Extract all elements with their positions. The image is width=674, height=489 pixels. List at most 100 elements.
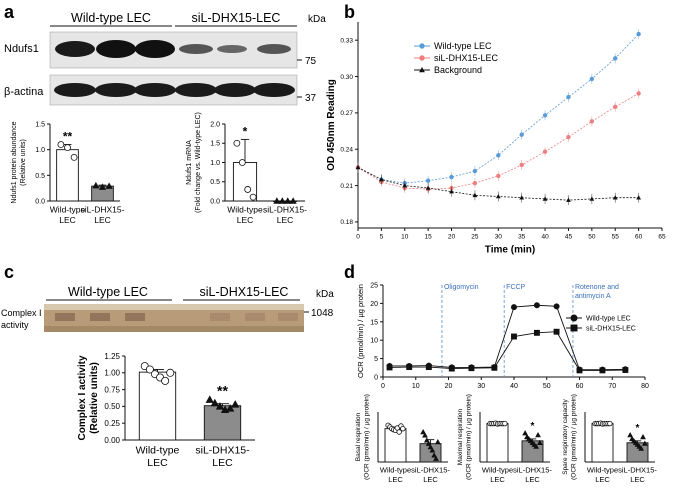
x-tick-label: 40 [510, 383, 518, 390]
data-point [472, 168, 478, 174]
x-tick-label: LEC [388, 475, 403, 484]
data-point [533, 302, 540, 309]
y-tick-label: 1.00 [104, 369, 120, 378]
data-point [425, 178, 431, 183]
annotation-oligomycin: Oligomycin [444, 284, 479, 291]
data-point [244, 186, 252, 193]
blot-label: activity [1, 320, 29, 330]
blot-band [253, 83, 295, 97]
data-point [607, 420, 613, 427]
x-tick-label: LEC [59, 215, 76, 225]
chart-maximal-respiration: Maximal respiration (OCR (pmol/min) / µg … [457, 394, 552, 484]
x-axis-label: Time (min) [485, 245, 535, 256]
y-tick-label: 1.25 [104, 352, 120, 361]
data-point [589, 196, 595, 201]
data-point [233, 139, 241, 147]
data-point [566, 94, 571, 100]
data-point [433, 455, 439, 461]
panel-b: b 0 5 10 15 20 25 30 35 40 45 50 55 60 65 0.18 0.21 0.24… [326, 2, 666, 256]
x-tick-label: siL-DHX15- [618, 466, 657, 475]
panel-a: a Wild-type LEC siL-DHX15-LEC kDa Ndufs1… [4, 2, 326, 225]
data-point [472, 192, 478, 198]
data-point [434, 438, 441, 445]
x-tick-label: LEC [525, 475, 540, 484]
y-tick-label: 1.0 [210, 160, 220, 167]
significance-marker: * [636, 423, 640, 434]
chart-ocr-timecourse: 0 10 20 30 40 50 60 70 80 0 5 10 15 20 25 OCR (pmol/min… [356, 282, 649, 390]
x-tick-label: LEC [423, 475, 438, 484]
x-tick-label: Wild-type [227, 205, 263, 215]
blot-band [179, 44, 213, 54]
data-point [161, 376, 170, 385]
data-point [431, 452, 438, 458]
data-point [92, 181, 100, 189]
data-point [636, 31, 641, 37]
y-tick-label: 1.5 [35, 121, 45, 128]
kda-marker: 75 [305, 56, 317, 67]
x-tick-label: Wild-type [482, 466, 513, 475]
x-tick-label: LEC [147, 457, 168, 469]
x-tick-label: Wild-type [136, 445, 180, 457]
chart-spare-capacity: Spare respiratory capacity (OCR (pmol/min… [562, 394, 657, 484]
y-tick-label: 5 [374, 356, 378, 363]
y-tick-label: 0.5 [35, 173, 45, 180]
data-point [423, 437, 430, 443]
y-tick-label: 0.0 [210, 198, 220, 205]
legend-label: Wild-type LEC [434, 41, 492, 51]
y-tick-label: 10 [370, 338, 378, 345]
significance-marker: ** [63, 130, 73, 144]
data-point [386, 364, 393, 371]
x-tick-label: siL-DHX15- [513, 466, 552, 475]
data-point [510, 304, 517, 311]
data-point [511, 333, 517, 340]
data-point [535, 432, 541, 438]
data-point [553, 303, 560, 310]
x-tick-label: LEC [237, 215, 254, 225]
y-axis-label: Ndufs1 protein abundance [11, 121, 18, 203]
data-point [589, 119, 595, 124]
data-point [496, 173, 501, 179]
legend-label: Wild-type LEC [586, 315, 631, 322]
blot-band [175, 83, 217, 97]
data-point [225, 404, 235, 412]
data-point [289, 197, 297, 204]
x-tick-label: LEC [630, 475, 645, 484]
x-tick-label: 20 [445, 383, 453, 390]
data-point [210, 398, 220, 407]
legend-marker [419, 66, 425, 73]
blot-band [95, 83, 137, 97]
data-point [638, 445, 645, 451]
y-axis-label: Complex I activity [77, 355, 88, 440]
blot-band [217, 45, 247, 53]
kda-marker: 37 [305, 93, 317, 104]
bar [591, 423, 614, 463]
x-tick-label: 50 [543, 383, 551, 390]
data-point [425, 440, 432, 446]
data-point [70, 153, 78, 161]
legend-marker [570, 314, 578, 322]
y-axis-label: Spare respiratory capacity [562, 399, 569, 475]
activity-band [125, 313, 145, 321]
y-axis-label: (OCR (pmol/min) / µg protein) [364, 394, 371, 480]
data-point [448, 365, 455, 372]
bar [272, 200, 298, 202]
data-point [599, 367, 606, 374]
legend-label: siL-DHX15-LEC [586, 325, 636, 332]
legend-marker [419, 55, 425, 61]
kda-label: kDa [316, 289, 334, 300]
y-axis-label: (OCR (pmol/min) / µg protein) [571, 394, 578, 480]
activity-band [245, 313, 265, 321]
data-point [542, 149, 548, 154]
data-point [215, 402, 225, 410]
data-point [636, 195, 642, 200]
y-axis-label: (Relative units) [89, 362, 100, 434]
data-point [249, 193, 257, 201]
panel-c: c Wild-type LEC siL-DHX15-LEC kDa Comple… [1, 262, 334, 469]
chart-ndufs1-protein: 0.0 0.5 1.0 1.5 Ndufs1 protein abundance (Rel… [11, 121, 125, 225]
y-axis-label: (Fold change vs. Wild-type LEC) [195, 112, 202, 213]
group-label-si: siL-DHX15-LEC [200, 285, 289, 299]
data-point [613, 104, 618, 110]
data-point [420, 428, 427, 435]
data-point [205, 395, 214, 403]
data-point [496, 153, 501, 158]
